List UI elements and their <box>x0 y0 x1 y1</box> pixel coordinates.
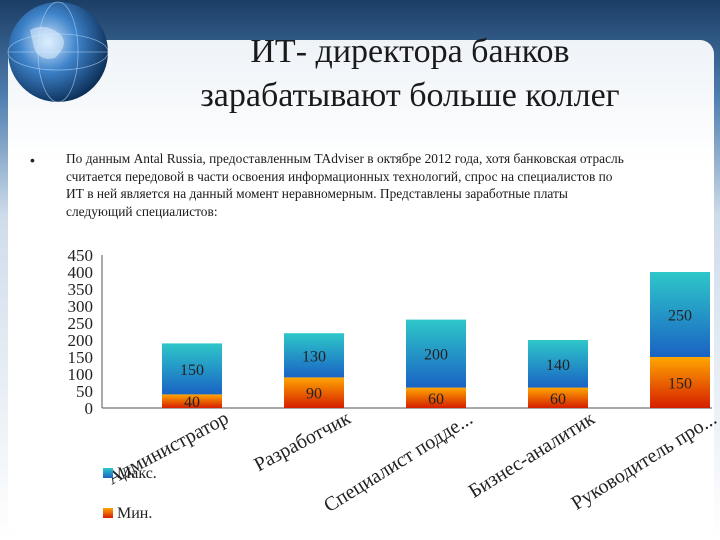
y-tick-label: 150 <box>68 348 94 367</box>
data-label-min: 60 <box>428 391 444 408</box>
body-text: По данным Antal Russia, предоставленным … <box>66 151 624 219</box>
bar-min <box>528 387 588 408</box>
y-tick-label: 250 <box>68 314 94 333</box>
bar-max <box>650 272 710 357</box>
y-tick-label: 300 <box>68 297 94 316</box>
bar-max <box>528 340 588 388</box>
globe-icon <box>7 1 109 103</box>
data-label-max: 200 <box>424 347 448 364</box>
bar-min <box>406 387 466 408</box>
bullet-marker: • <box>30 152 35 168</box>
y-tick-label: 350 <box>68 280 94 299</box>
y-tick-label: 450 <box>68 246 94 265</box>
bar-max <box>406 319 466 388</box>
data-label-max: 150 <box>180 362 204 379</box>
legend-label: Макс. <box>117 465 157 482</box>
y-tick-label: 50 <box>76 382 93 401</box>
y-tick-label: 100 <box>68 365 94 384</box>
bar-max <box>284 333 344 378</box>
data-label-max: 140 <box>546 357 570 374</box>
data-label-max: 250 <box>668 308 692 325</box>
data-label-min: 60 <box>550 391 566 408</box>
title-line-2: зарабатывают больше коллег <box>200 77 620 114</box>
y-tick-label: 0 <box>85 399 94 418</box>
bar-min <box>650 357 710 408</box>
title-line-1: ИТ- директора банков <box>250 33 570 70</box>
y-tick-label: 400 <box>68 263 94 282</box>
bar-min <box>284 377 344 408</box>
bar-max <box>162 343 222 395</box>
category-label: Разработчик <box>250 407 354 476</box>
legend-swatch <box>103 508 113 518</box>
slide-title: ИТ- директора банков зарабатывают больше… <box>110 30 710 118</box>
data-label-min: 40 <box>184 394 200 411</box>
data-label-min: 90 <box>306 386 322 403</box>
data-label-max: 130 <box>302 348 326 365</box>
y-tick-label: 200 <box>68 331 94 350</box>
bar-min <box>162 394 222 408</box>
data-label-min: 150 <box>668 376 692 393</box>
legend-swatch <box>103 468 113 478</box>
legend-label: Мин. <box>117 505 152 522</box>
